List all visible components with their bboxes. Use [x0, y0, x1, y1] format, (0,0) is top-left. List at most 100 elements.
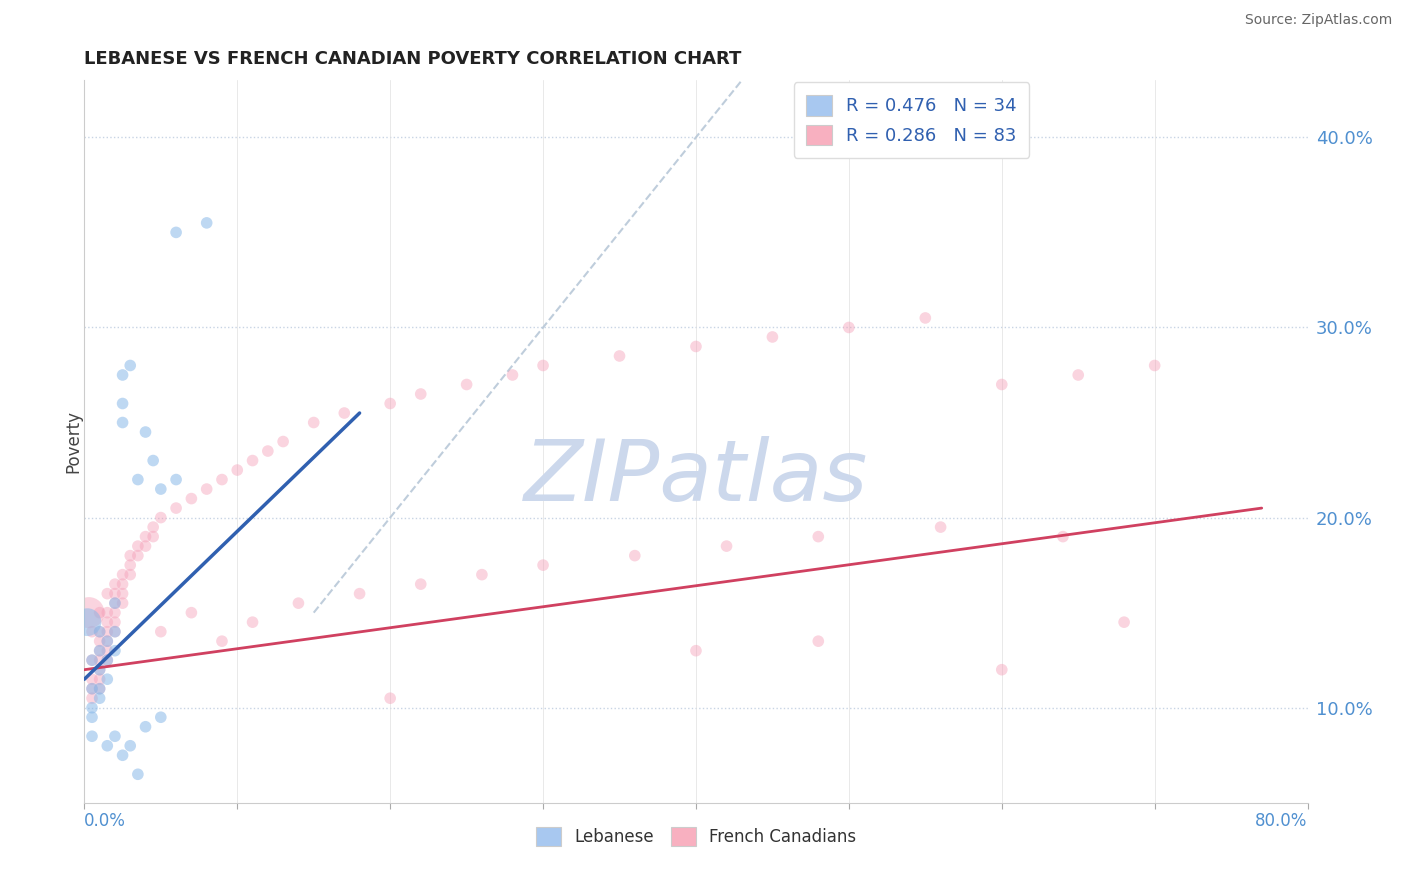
Point — [120, 359, 142, 373]
Point — [104, 624, 127, 639]
Point — [165, 501, 187, 516]
Point — [80, 700, 103, 714]
Point — [807, 530, 830, 544]
Point — [127, 539, 149, 553]
Text: Source: ZipAtlas.com: Source: ZipAtlas.com — [1244, 13, 1392, 28]
Point — [333, 406, 356, 420]
Point — [142, 530, 165, 544]
Point — [165, 473, 187, 487]
Text: 80.0%: 80.0% — [1256, 813, 1308, 830]
Point — [807, 634, 830, 648]
Text: LEBANESE VS FRENCH CANADIAN POVERTY CORRELATION CHART: LEBANESE VS FRENCH CANADIAN POVERTY CORR… — [84, 50, 742, 68]
Point — [531, 359, 554, 373]
Point — [96, 634, 118, 648]
Point — [104, 587, 127, 601]
Point — [257, 444, 280, 458]
Point — [761, 330, 783, 344]
Point — [96, 653, 118, 667]
Point — [1114, 615, 1136, 630]
Point — [80, 653, 103, 667]
Point — [456, 377, 478, 392]
Point — [89, 681, 111, 696]
Point — [991, 377, 1014, 392]
Point — [1143, 359, 1166, 373]
Point — [142, 453, 165, 467]
Point — [89, 624, 111, 639]
Point — [838, 320, 860, 334]
Point — [111, 577, 134, 591]
Point — [80, 672, 103, 686]
Point — [685, 643, 707, 657]
Point — [96, 615, 118, 630]
Point — [104, 596, 127, 610]
Point — [104, 606, 127, 620]
Point — [77, 606, 100, 620]
Point — [96, 634, 118, 648]
Text: ZIPatlas: ZIPatlas — [524, 436, 868, 519]
Point — [104, 596, 127, 610]
Point — [929, 520, 952, 534]
Point — [120, 739, 142, 753]
Point — [149, 624, 172, 639]
Point — [380, 691, 402, 706]
Point — [111, 748, 134, 763]
Point — [685, 339, 707, 353]
Point — [149, 510, 172, 524]
Point — [96, 643, 118, 657]
Point — [531, 558, 554, 573]
Point — [89, 643, 111, 657]
Point — [302, 416, 325, 430]
Point — [127, 549, 149, 563]
Point — [1236, 856, 1258, 871]
Point — [96, 606, 118, 620]
Point — [380, 396, 402, 410]
Point — [135, 530, 157, 544]
Point — [89, 643, 111, 657]
Point — [242, 453, 264, 467]
Point — [127, 767, 149, 781]
Point — [914, 310, 936, 325]
Point — [211, 634, 233, 648]
Point — [349, 587, 371, 601]
Point — [111, 396, 134, 410]
Point — [1052, 530, 1074, 544]
Point — [89, 634, 111, 648]
Point — [80, 653, 103, 667]
Point — [104, 624, 127, 639]
Point — [135, 720, 157, 734]
Point — [89, 681, 111, 696]
Point — [89, 663, 111, 677]
Point — [111, 416, 134, 430]
Point — [409, 577, 432, 591]
Point — [111, 567, 134, 582]
Point — [226, 463, 249, 477]
Point — [624, 549, 647, 563]
Point — [120, 558, 142, 573]
Point — [104, 577, 127, 591]
Point — [89, 672, 111, 686]
Point — [165, 226, 187, 240]
Point — [96, 739, 118, 753]
Point — [991, 663, 1014, 677]
Point — [142, 520, 165, 534]
Point — [135, 425, 157, 439]
Point — [120, 549, 142, 563]
Point — [1067, 368, 1090, 382]
Point — [89, 624, 111, 639]
Point — [104, 729, 127, 743]
Point — [180, 491, 202, 506]
Legend: Lebanese, French Canadians: Lebanese, French Canadians — [523, 814, 869, 860]
Point — [80, 681, 103, 696]
Point — [111, 596, 134, 610]
Point — [211, 473, 233, 487]
Point — [120, 567, 142, 582]
Point — [111, 368, 134, 382]
Point — [135, 539, 157, 553]
Point — [104, 615, 127, 630]
Point — [471, 567, 494, 582]
Point — [89, 691, 111, 706]
Point — [76, 615, 98, 630]
Point — [96, 672, 118, 686]
Point — [80, 710, 103, 724]
Point — [180, 606, 202, 620]
